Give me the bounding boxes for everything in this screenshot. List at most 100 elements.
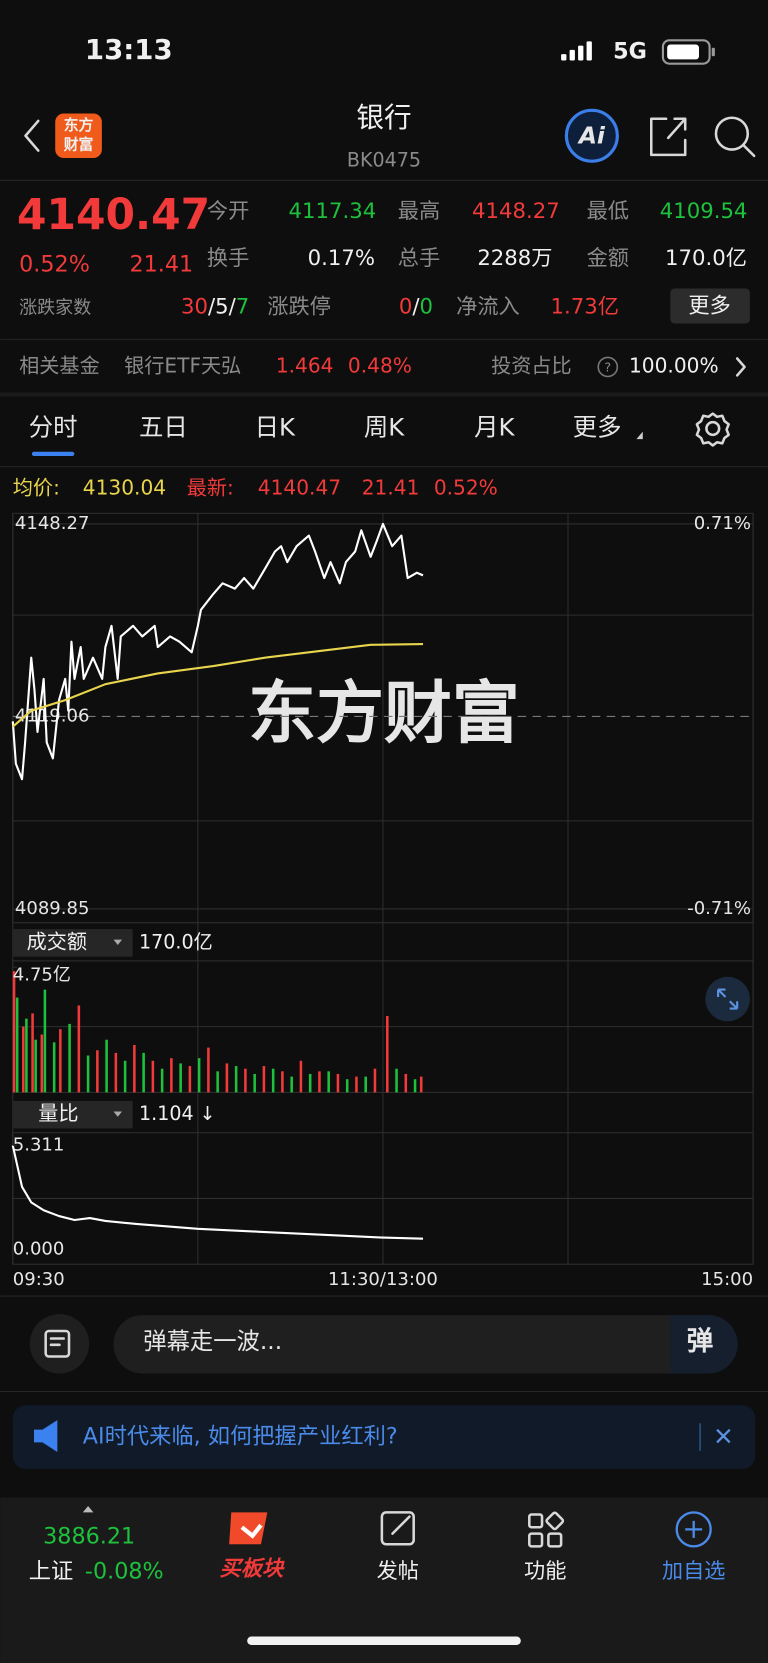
ai-button[interactable]: Ai: [564, 108, 619, 163]
chevron: [735, 357, 746, 377]
nav-icon[interactable]: [229, 1512, 268, 1545]
volume-bar: [327, 1071, 330, 1093]
settings-button[interactable]: [695, 412, 730, 447]
tab[interactable]: 更多: [573, 412, 622, 441]
volume-bar: [43, 989, 47, 1093]
price-line: [11, 1145, 424, 1240]
volume-bar: [12, 971, 16, 1093]
field-value: 4109.54: [660, 199, 748, 224]
share-button[interactable]: [649, 117, 687, 157]
nav-label[interactable]: 买板块: [220, 1557, 285, 1582]
tab[interactable]: 月K: [474, 412, 515, 441]
price-line: [11, 522, 424, 781]
down-count: 7: [236, 295, 250, 320]
field-label: 今开: [207, 199, 249, 224]
nav-icon[interactable]: [380, 1511, 415, 1546]
volume-bar: [133, 1044, 136, 1093]
volume-bar: [271, 1068, 275, 1093]
logo[interactable]: [55, 113, 102, 159]
volume-bar: [15, 997, 19, 1093]
volume-bar: [413, 1079, 417, 1093]
volume-bar: [40, 1034, 44, 1093]
volume-bar: [114, 1052, 118, 1093]
expand-arrow[interactable]: [82, 1506, 94, 1513]
volume-bar: [68, 1023, 71, 1093]
y2-tick-label: 0.71%: [694, 513, 751, 534]
tab[interactable]: 分时: [29, 412, 78, 441]
fund-price: 1.464: [276, 353, 334, 377]
more-button[interactable]: [670, 288, 750, 324]
danmaku-settings[interactable]: [29, 1314, 90, 1374]
logo-text: 东方: [64, 116, 94, 134]
volume-bar: [77, 1005, 81, 1093]
search-button[interactable]: [714, 116, 756, 158]
ratio-selector[interactable]: [12, 1100, 133, 1129]
volume-selector[interactable]: [12, 929, 133, 957]
nav-label[interactable]: 加自选: [662, 1559, 726, 1584]
help-icon-text: ?: [604, 360, 611, 375]
weight-value: 100.00%: [629, 353, 719, 377]
back-button[interactable]: [24, 119, 40, 152]
tab[interactable]: 日K: [255, 412, 296, 441]
weight-label: 投资占比: [491, 353, 572, 377]
volume-bar: [345, 1079, 349, 1093]
nav-label[interactable]: 发帖: [377, 1559, 419, 1584]
flat-count: 5: [215, 295, 229, 320]
volume-bar: [299, 1060, 303, 1093]
expand-button[interactable]: [705, 976, 750, 1022]
fund-label: 相关基金: [19, 353, 100, 377]
volume-bar: [207, 1047, 210, 1093]
y-tick-label: 0.000: [13, 1238, 65, 1259]
y-tick-label: 5.311: [13, 1134, 65, 1155]
volume-bar: [59, 1029, 62, 1093]
index-change: -0.08%: [85, 1558, 164, 1584]
field-value: 170.0亿: [665, 246, 747, 271]
promo-banner[interactable]: [12, 1405, 756, 1469]
logo-text: 财富: [64, 135, 94, 153]
field-value: 0.17%: [308, 246, 375, 271]
volume-bar: [188, 1066, 192, 1093]
volume-bar: [225, 1063, 229, 1093]
page-title: 银行: [356, 101, 411, 134]
tab[interactable]: 周K: [364, 412, 405, 441]
megaphone-icon: [34, 1420, 58, 1452]
index-name: 上证: [29, 1558, 74, 1584]
close-button[interactable]: [716, 1428, 731, 1444]
fund-name[interactable]: 银行ETF天弘: [124, 353, 241, 377]
inflow-value: 1.73亿: [551, 295, 619, 320]
y2-tick-label: -0.71%: [687, 898, 751, 919]
watermark: 东方财富: [248, 675, 519, 754]
index-value[interactable]: 3886.21: [43, 1523, 135, 1549]
separator: /: [229, 295, 237, 320]
last-label: 最新:: [187, 475, 234, 499]
volume-bar: [355, 1076, 358, 1093]
status-time: 13:13: [85, 33, 173, 66]
field-value: 4148.27: [472, 199, 560, 224]
volume-bar: [290, 1076, 293, 1093]
change-pct: 0.52%: [19, 252, 90, 278]
x-tick-label: 09:30: [13, 1269, 65, 1290]
volume-bar: [151, 1060, 155, 1093]
y-tick-label: 4089.85: [15, 898, 90, 919]
nav-icon[interactable]: [528, 1511, 565, 1548]
danmaku-input[interactable]: [113, 1315, 738, 1374]
volume-bar: [318, 1071, 321, 1093]
dropdown-arrow: [113, 1111, 123, 1117]
volume-bar: [142, 1052, 145, 1093]
nav-label[interactable]: 功能: [524, 1559, 566, 1584]
volume-bar: [22, 1026, 25, 1093]
volume-bar: [281, 1071, 284, 1093]
ratio-current: 1.104 ↓: [139, 1102, 216, 1125]
volume-bar: [179, 1063, 182, 1093]
danmaku-button[interactable]: [670, 1315, 738, 1374]
last-change-pct: 0.52%: [434, 475, 498, 499]
volume-bar: [216, 1071, 219, 1093]
signal-icon: [561, 41, 592, 61]
volume-bar: [34, 1039, 37, 1093]
nav-icon[interactable]: [675, 1511, 712, 1548]
field-label: 总手: [398, 246, 440, 271]
tab[interactable]: 五日: [139, 412, 188, 441]
help-icon[interactable]: [597, 356, 619, 378]
volume-bar: [386, 1015, 389, 1093]
